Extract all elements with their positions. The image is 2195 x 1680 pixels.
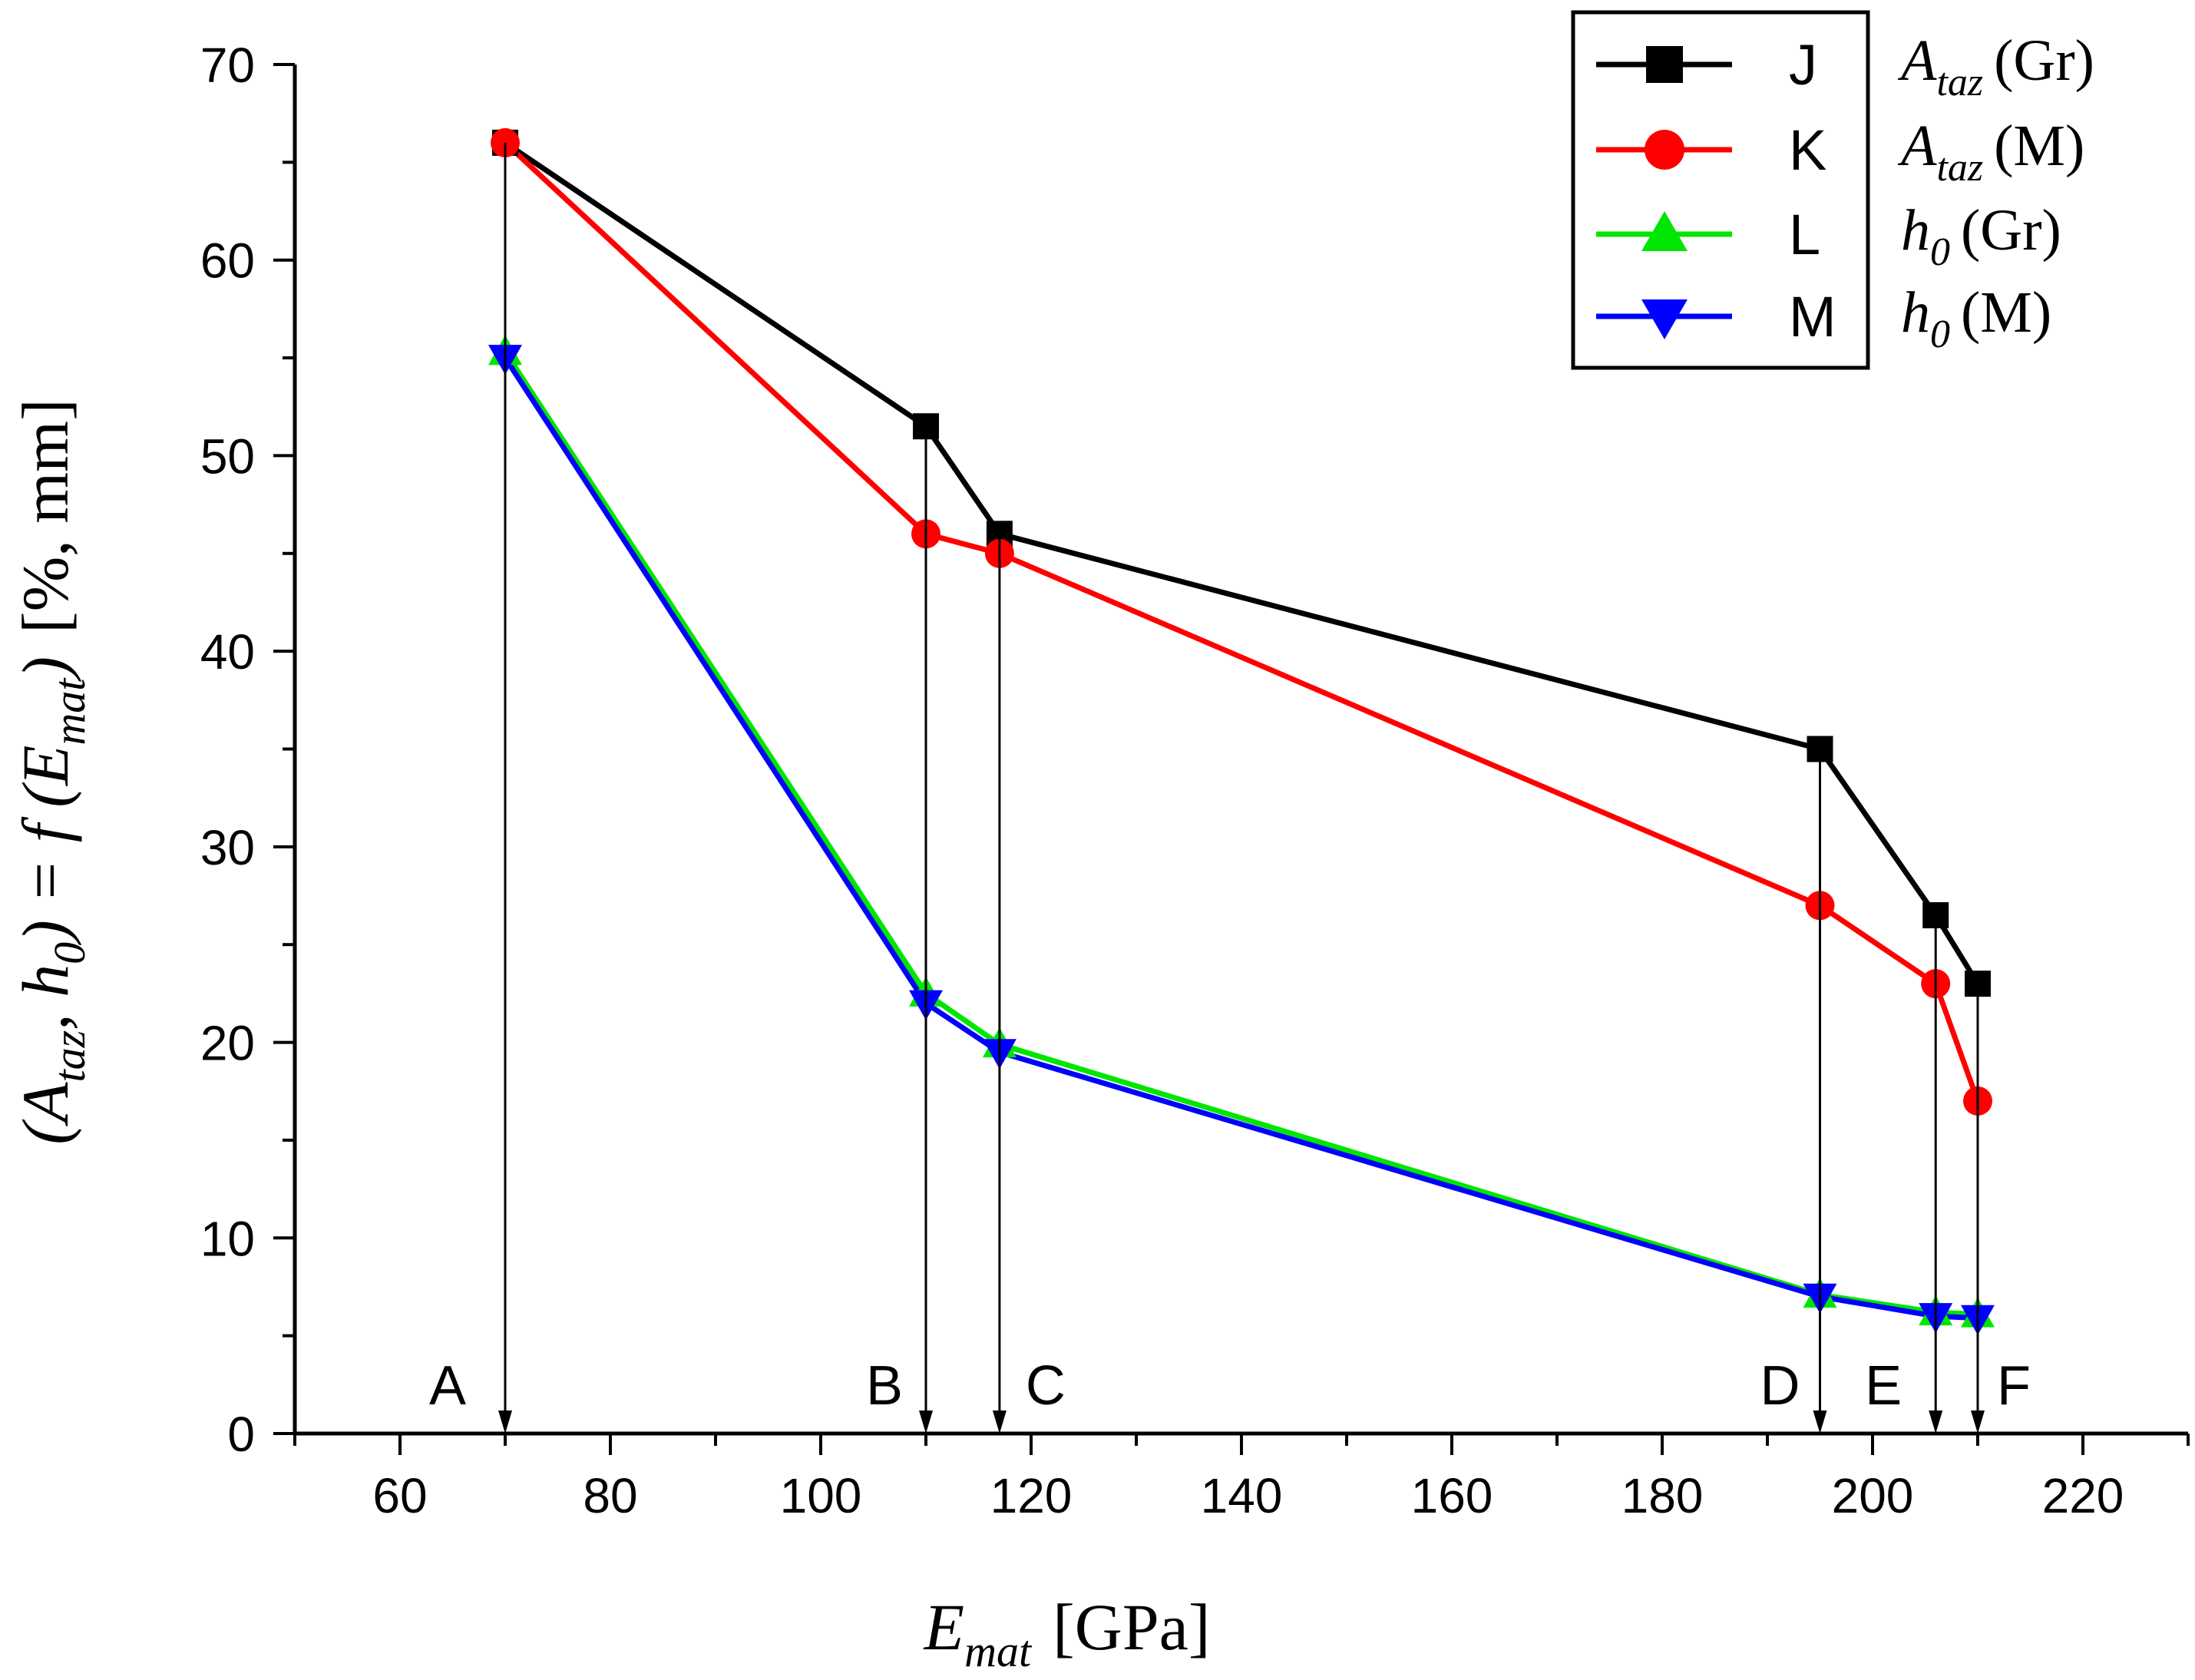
legend-description-tail: (M) [1961,280,2051,345]
annotation-label: C [1026,1355,1066,1417]
legend-entry-K: K Ataz (M) [1596,114,2084,190]
y-axis-title-part: (A [8,1082,82,1145]
legend-description-sub: 0 [1930,313,1950,356]
annotation-label: A [429,1355,466,1417]
legend-marker [1645,130,1684,170]
y-axis-title: (Ataz, h0) = f (Emat) [%, mm] [8,399,94,1144]
y-axis-title-part: ) = f (E [8,746,82,946]
legend-marker [1641,299,1688,339]
y-tick-label: 50 [200,428,255,484]
y-axis-title-unit: [%, mm] [8,399,82,633]
annotation-label: E [1865,1355,1902,1417]
x-tick-label: 180 [1621,1468,1704,1523]
legend-key-label: L [1789,203,1820,266]
x-axis-title-sub: mat [964,1626,1033,1676]
legend-description: Ataz (Gr) [1897,28,2094,104]
y-axis-title-part: ) [8,656,82,683]
x-tick-label: 220 [2042,1468,2124,1523]
legend-key-label: K [1789,118,1826,182]
legend-entry-J: J Ataz (Gr) [1596,28,2094,104]
legend-description-tail: (M) [1994,114,2084,178]
legend-marker [1641,211,1688,251]
y-axis-title-sub: 0 [45,942,94,964]
x-axis-title-unit: [GPa] [1053,1590,1210,1664]
annotation-label: D [1760,1355,1800,1417]
legend-description-main: A [1897,28,1937,93]
annotation-arrowhead [1971,1410,1985,1434]
annotation-arrowhead [1929,1410,1943,1434]
y-axis-title-sub: mat [45,677,94,746]
legend-description-sub: 0 [1930,230,1950,274]
y-tick-label: 0 [227,1407,255,1462]
series-line-K [503,141,1981,1103]
legend-box [1571,10,1870,370]
legend-marker [1646,46,1683,83]
y-tick-label: 10 [200,1211,255,1266]
legend-description: h0 (M) [1901,280,2051,356]
legend-description: Ataz (M) [1897,114,2084,190]
legend-description-sub: taz [1936,146,1983,190]
y-tick-label: 30 [200,820,255,875]
x-axis-title-main: E [923,1590,965,1664]
x-tick-label: 60 [372,1468,427,1523]
legend-description-tail: (Gr) [1961,198,2061,263]
series-K [503,141,1981,1103]
legend-description-main: A [1897,114,1937,178]
y-tick-label: 70 [200,38,255,93]
legend: J Ataz (Gr)K Ataz (M)L h0 (Gr)M h0 (M) [1571,10,2094,370]
annotation-arrowhead [919,1410,933,1434]
y-axis-title-group: (Ataz, h0) = f (Emat) [%, mm] [8,399,94,1144]
annotation-arrowhead [1813,1410,1827,1434]
annotation-arrowhead [498,1410,512,1434]
x-tick-label: 140 [1201,1468,1283,1523]
y-tick-label: 60 [200,233,255,289]
legend-description-main: h [1901,280,1930,345]
x-tick-label: 80 [583,1468,637,1523]
legend-description-sub: taz [1936,61,1983,104]
x-tick-label: 160 [1411,1468,1493,1523]
legend-key-label: J [1789,33,1817,97]
plot-area: 60 80 100 120 140 160 180 200 220 0 10 20 30 40 50 60 70… [200,38,2190,1523]
y-axis-title-part: , h [8,964,82,1030]
annotation-arrowhead [992,1410,1007,1434]
annotation-label: F [1997,1355,2031,1417]
y-tick-label: 20 [200,1016,255,1071]
y-tick-label: 40 [200,624,255,680]
x-tick-label: 120 [990,1468,1073,1523]
legend-key-label: M [1789,285,1836,349]
legend-description-main: h [1901,198,1930,263]
annotations: A B C D E F [429,142,2031,1434]
legend-description: h0 (Gr) [1901,198,2061,274]
y-axis-title-sub: taz [45,1030,94,1083]
legend-description-tail: (Gr) [1994,28,2094,93]
x-axis-title: Emat [GPa] [923,1590,1211,1676]
annotation-label: B [866,1355,903,1417]
x-tick-label: 200 [1832,1468,1914,1523]
x-tick-label: 100 [780,1468,862,1523]
